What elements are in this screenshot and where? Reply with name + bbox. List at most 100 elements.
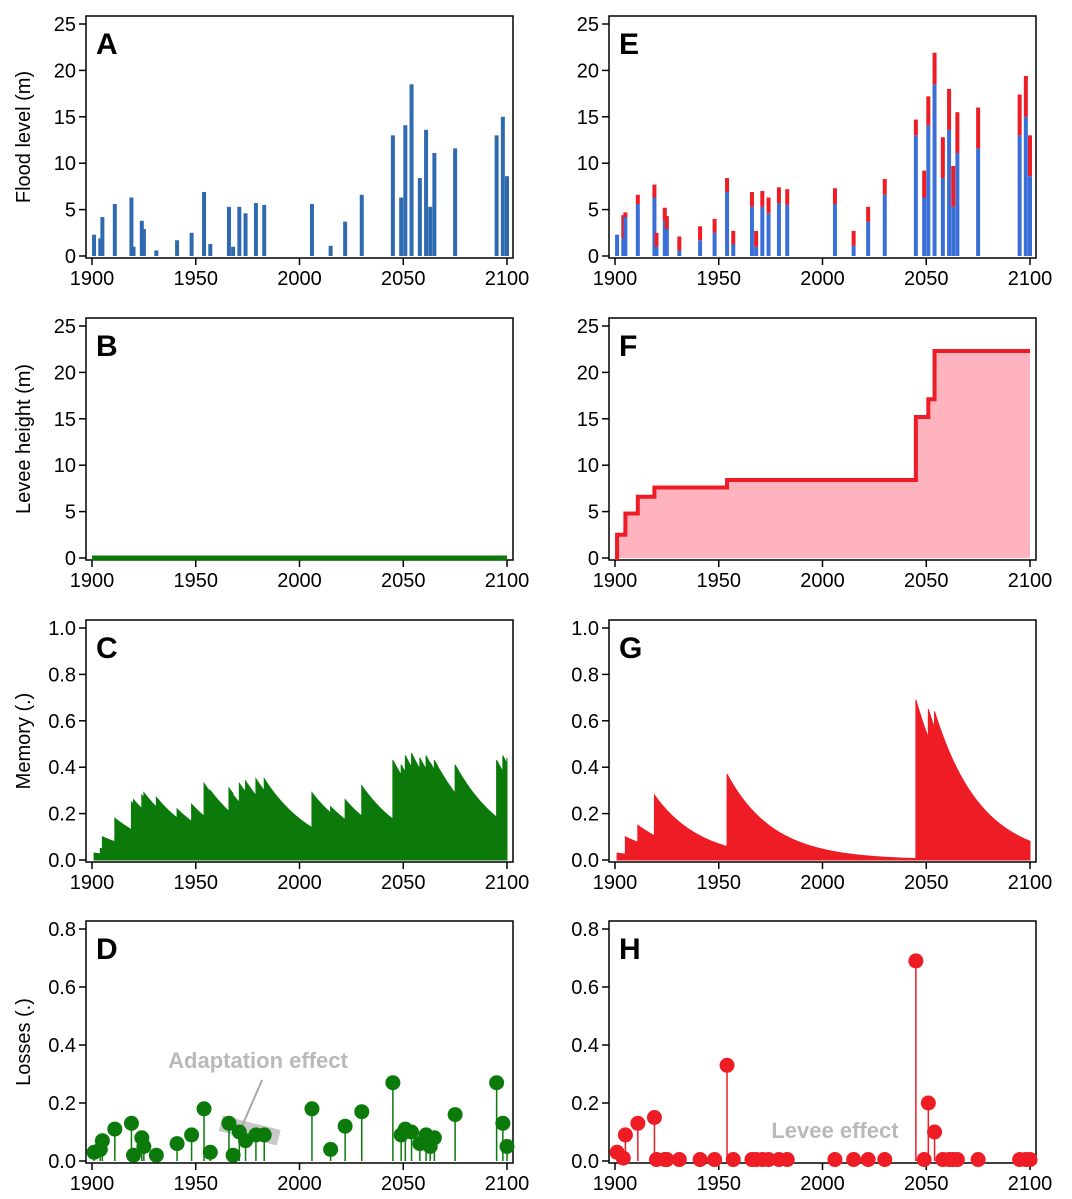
loss-point <box>1022 1152 1038 1168</box>
y-axis-label: Flood level (m) <box>13 71 35 203</box>
x-tick-label: 2050 <box>904 872 949 894</box>
plot-frame <box>85 920 514 1164</box>
flood-bar <box>976 148 981 256</box>
flood-bar <box>432 152 437 256</box>
x-tick-label: 2000 <box>277 268 322 290</box>
flood-bar <box>851 245 856 256</box>
levee-bar <box>621 215 626 239</box>
y-tick-label: 25 <box>54 316 76 338</box>
flood-bar <box>424 129 429 256</box>
flood-bar <box>955 152 960 256</box>
flood-bar <box>922 197 927 256</box>
loss-point <box>221 1115 237 1131</box>
y-tick-label: 0.0 <box>48 850 76 872</box>
panel-E: 1900 1950 2000 2050 2100 0 5 10 15 20 25 E <box>577 14 1053 290</box>
flood-bar <box>189 232 194 256</box>
loss-point <box>646 1110 662 1125</box>
loss-point <box>202 1144 218 1160</box>
flood-bar <box>951 206 956 256</box>
x-tick-label: 2050 <box>381 872 426 894</box>
x-tick-label: 2050 <box>904 1173 949 1195</box>
flood-bar <box>940 178 945 256</box>
flood-bar <box>932 84 937 256</box>
y-tick-label: 0 <box>65 246 76 268</box>
loss-point <box>123 1115 139 1131</box>
loss-point <box>489 1075 505 1091</box>
flood-bar <box>237 206 242 256</box>
y-tick-label: 15 <box>577 107 599 129</box>
panel-letter: D <box>96 933 118 966</box>
loss-point <box>860 1152 876 1168</box>
flood-bar <box>154 250 159 256</box>
flood-bar <box>913 135 918 256</box>
x-tick-label: 1900 <box>593 872 638 894</box>
x-tick-label: 2100 <box>485 872 530 894</box>
flood-bar <box>662 220 667 256</box>
y-tick-label: 0.6 <box>48 977 76 999</box>
levee-bar <box>940 137 945 179</box>
x-tick-label: 1950 <box>697 1173 742 1195</box>
flood-bar <box>754 246 759 256</box>
levee-bar <box>926 96 931 126</box>
levee-bar <box>725 178 730 192</box>
y-axis-label: Levee height (m) <box>13 364 35 514</box>
x-tick-label: 1900 <box>70 872 115 894</box>
x-tick-label: 2000 <box>800 268 845 290</box>
loss-point <box>908 953 924 969</box>
y-tick-label: 10 <box>577 153 599 175</box>
levee-bar <box>851 230 856 246</box>
flood-bar <box>243 213 248 256</box>
flood-bar <box>494 135 499 256</box>
loss-point <box>495 1115 511 1131</box>
levee-bar <box>754 230 759 247</box>
y-tick-label: 0.6 <box>48 711 76 733</box>
levee-bar <box>677 236 682 251</box>
flood-bar <box>175 240 180 256</box>
x-tick-label: 2100 <box>485 570 530 592</box>
flood-bar <box>731 243 736 256</box>
y-tick-label: 5 <box>65 502 76 524</box>
levee-bar <box>749 191 754 207</box>
y-tick-label: 0.4 <box>571 1035 599 1057</box>
flood-bar <box>231 246 236 256</box>
x-tick-label: 1900 <box>593 268 638 290</box>
levee-bar <box>698 226 703 241</box>
y-tick-label: 0.0 <box>48 1151 76 1173</box>
loss-point <box>927 1124 943 1140</box>
flood-bar <box>262 204 267 256</box>
x-tick-label: 1900 <box>70 1173 115 1195</box>
y-tick-label: 20 <box>54 60 76 82</box>
loss-point <box>426 1130 442 1146</box>
loss-point <box>337 1118 353 1134</box>
flood-bar <box>785 204 790 256</box>
x-tick-label: 2100 <box>485 1173 530 1195</box>
levee-bar <box>955 112 960 153</box>
flood-bar <box>453 148 458 256</box>
loss-point <box>617 1127 633 1143</box>
y-tick-label: 20 <box>577 60 599 82</box>
y-tick-label: 0 <box>65 548 76 570</box>
flood-bar <box>623 217 628 256</box>
panel-letter: A <box>96 28 118 61</box>
adaptation-effect-label: Adaptation effect <box>168 1048 348 1073</box>
flood-bar <box>654 246 659 256</box>
x-tick-label: 1950 <box>697 872 742 894</box>
loss-point <box>725 1152 741 1168</box>
loss-point <box>126 1147 141 1163</box>
flood-bar <box>947 129 952 256</box>
x-tick-label: 1950 <box>174 872 219 894</box>
x-tick-label: 2100 <box>1008 1173 1053 1195</box>
y-tick-label: 10 <box>54 455 76 477</box>
flood-bar <box>621 238 626 256</box>
y-tick-label: 15 <box>577 409 599 431</box>
panel-F: 1900 1950 2000 2050 2100 0 5 10 15 20 25 F <box>577 316 1053 592</box>
loss-point <box>184 1127 200 1143</box>
loss-point <box>107 1121 123 1137</box>
y-tick-label: 5 <box>65 200 76 222</box>
loss-point <box>136 1139 152 1154</box>
x-tick-label: 2000 <box>800 1173 845 1195</box>
flood-bar <box>98 238 103 256</box>
flood-bar <box>409 84 414 256</box>
loss-point <box>779 1152 795 1168</box>
y-tick-label: 0.8 <box>571 664 599 686</box>
